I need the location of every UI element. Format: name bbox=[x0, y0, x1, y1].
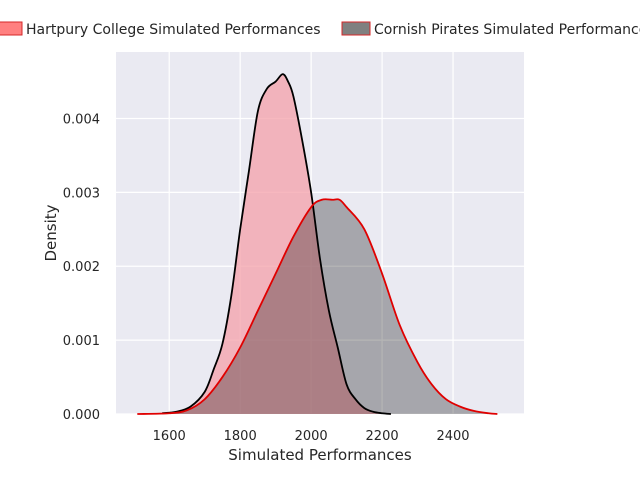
series-line-0 bbox=[162, 73, 392, 415]
y-tick-label: 0.004 bbox=[63, 112, 100, 127]
legend-swatch-1 bbox=[341, 21, 371, 36]
legend-label-0: Hartpury College Simulated Performances bbox=[26, 22, 321, 38]
y-tick-label: 0.003 bbox=[63, 186, 100, 201]
x-tick-label: 2000 bbox=[295, 429, 328, 444]
y-tick-labels: 0.000 0.001 0.002 0.003 0.004 bbox=[63, 112, 100, 423]
x-tick-label: 2400 bbox=[436, 429, 469, 444]
legend-label-1: Cornish Pirates Simulated Performances bbox=[374, 22, 640, 38]
y-axis-label: Density bbox=[42, 204, 60, 261]
series-area-1 bbox=[137, 199, 498, 414]
y-tick-label: 0.000 bbox=[63, 408, 100, 423]
series-fills bbox=[137, 74, 498, 414]
y-tick-label: 0.001 bbox=[63, 334, 100, 349]
x-tick-label: 1600 bbox=[153, 429, 186, 444]
y-tick-label: 0.002 bbox=[63, 260, 100, 275]
legend: Hartpury College Simulated Performances C… bbox=[0, 21, 640, 38]
x-axis-label: Simulated Performances bbox=[228, 446, 412, 464]
x-tick-label: 1800 bbox=[224, 429, 257, 444]
series-lines bbox=[137, 73, 498, 415]
x-tick-label: 2200 bbox=[366, 429, 399, 444]
series-line-1 bbox=[137, 198, 498, 415]
series-area-0 bbox=[162, 74, 391, 414]
legend-swatch-0 bbox=[0, 21, 23, 36]
x-tick-labels: 1600 1800 2000 2200 2400 bbox=[153, 429, 470, 444]
